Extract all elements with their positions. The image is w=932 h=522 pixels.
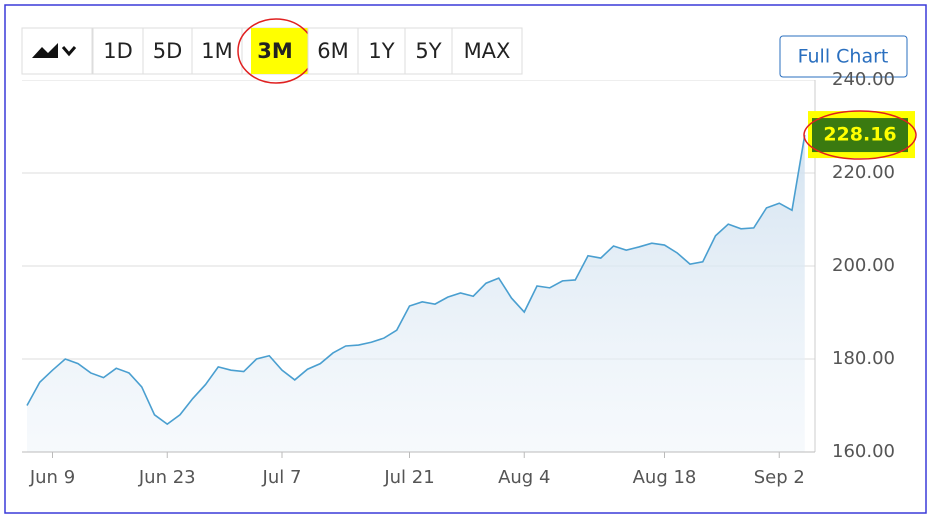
range-button[interactable]: 6M — [307, 27, 359, 75]
y-tick-label: 240.00 — [832, 69, 895, 90]
range-button[interactable]: MAX — [451, 27, 523, 75]
price-line — [26, 134, 806, 426]
x-tick-label: Jul 21 — [383, 467, 434, 488]
x-tick-label: Jun 23 — [138, 467, 196, 488]
range-button-label: 1D — [103, 39, 133, 63]
x-tick-label: Aug 18 — [633, 467, 697, 488]
range-button-label: MAX — [464, 39, 511, 63]
range-button-bg — [307, 27, 359, 75]
range-button-label: 1M — [201, 39, 232, 63]
range-button-label: 3M — [257, 39, 293, 63]
range-button-bg — [451, 27, 523, 75]
range-button-label: 5Y — [415, 39, 441, 63]
range-button[interactable]: 1M — [191, 27, 243, 75]
range-button-bg — [191, 27, 243, 75]
full-chart-button[interactable] — [779, 35, 908, 78]
y-tick-label: 220.00 — [832, 162, 895, 183]
full-chart-label: Full Chart — [798, 46, 889, 68]
y-tick-label: 200.00 — [832, 255, 895, 276]
annotation-circle — [803, 110, 917, 160]
dropdown-caret — [61, 46, 77, 57]
x-tick-label: Sep 2 — [754, 467, 805, 488]
range-button[interactable]: 1Y — [357, 27, 406, 75]
range-button-bg — [404, 27, 453, 75]
x-tick-label: Aug 4 — [498, 467, 550, 488]
area-fill — [27, 135, 805, 452]
y-tick-label: 180.00 — [832, 348, 895, 369]
x-tick-label: Jul 7 — [262, 467, 302, 488]
chart-type-icon — [32, 43, 58, 58]
range-button[interactable]: 5Y — [404, 27, 453, 75]
last-price-badge — [812, 118, 908, 153]
y-tick-label: 160.00 — [832, 441, 895, 462]
range-button-label: 6M — [317, 39, 348, 63]
range-button-label: 5D — [153, 39, 183, 63]
range-button[interactable]: 1D — [92, 27, 144, 75]
last-price-label: 228.16 — [823, 124, 896, 146]
range-button-bg — [142, 27, 193, 75]
range-button-bg — [92, 27, 144, 75]
range-button[interactable]: 3M — [237, 18, 315, 84]
range-button[interactable]: 5D — [142, 27, 193, 75]
x-tick-label: Jun 9 — [29, 467, 75, 488]
range-button-label: 1Y — [368, 39, 394, 63]
selected-highlight — [251, 28, 308, 74]
